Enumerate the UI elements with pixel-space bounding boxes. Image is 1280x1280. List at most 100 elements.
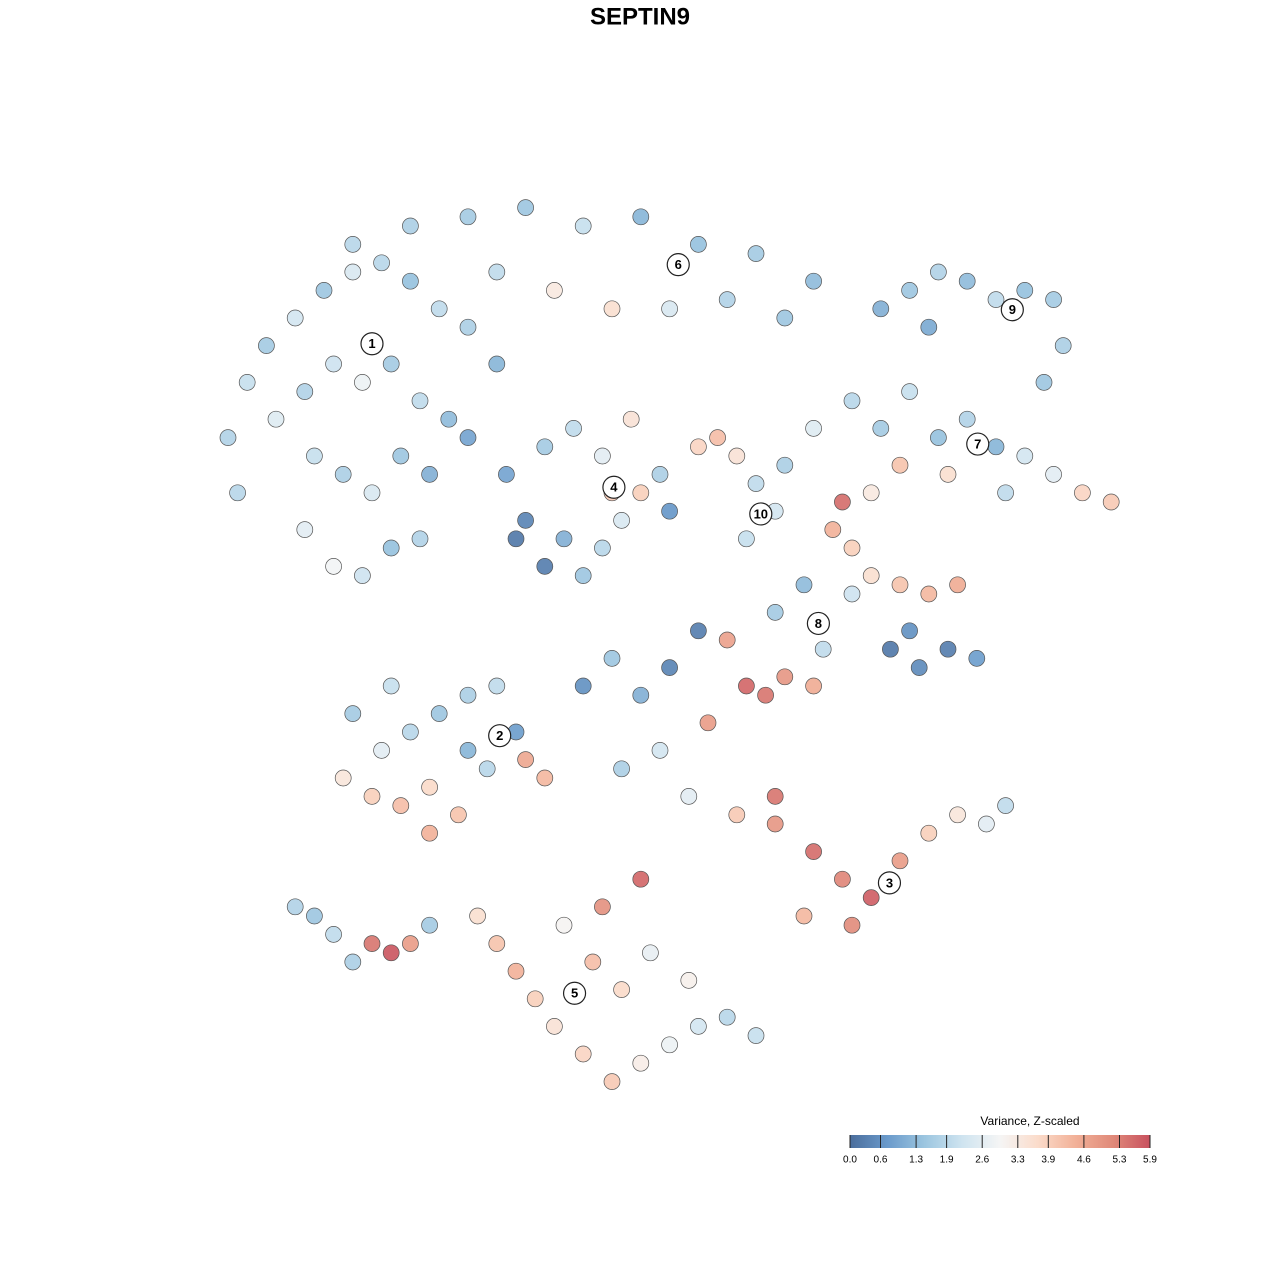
cluster-label-badge — [806, 611, 831, 636]
point — [344, 953, 362, 971]
point — [267, 410, 285, 428]
point — [363, 935, 381, 952]
point — [382, 944, 400, 962]
point — [910, 659, 928, 676]
point — [488, 677, 506, 695]
point — [478, 760, 496, 778]
chart-title: SEPTIN9 — [590, 3, 690, 30]
point — [747, 245, 765, 262]
point — [382, 355, 400, 373]
point — [987, 438, 1005, 456]
colorbar-tick-label: 5.3 — [1113, 1155, 1127, 1166]
point — [920, 318, 938, 336]
point — [1074, 484, 1091, 502]
cluster-label: 2 — [496, 728, 503, 743]
point — [872, 420, 890, 437]
point — [440, 410, 458, 428]
colorbar-tick-label: 2.6 — [975, 1155, 989, 1166]
point — [930, 263, 947, 281]
point — [651, 466, 669, 483]
colorbar-tick-label: 0.0 — [843, 1155, 857, 1166]
point — [834, 870, 851, 888]
point — [306, 907, 323, 925]
point — [258, 337, 275, 354]
point — [334, 466, 352, 483]
point — [382, 677, 400, 695]
point — [949, 806, 966, 824]
point — [805, 843, 822, 860]
point — [690, 1018, 707, 1035]
point — [536, 769, 554, 787]
cluster-label-badge — [877, 871, 902, 895]
point — [776, 456, 794, 474]
point — [613, 981, 630, 998]
point — [862, 889, 880, 906]
point — [834, 493, 851, 511]
point — [795, 907, 813, 925]
point — [459, 686, 477, 704]
point — [958, 272, 976, 290]
point — [930, 429, 947, 446]
point — [901, 383, 918, 400]
point — [459, 429, 477, 446]
point — [728, 447, 746, 465]
point — [766, 788, 784, 805]
colorbar-tick-label: 0.6 — [874, 1155, 888, 1166]
point — [430, 300, 448, 318]
point — [901, 282, 918, 299]
point — [555, 530, 573, 548]
point — [690, 236, 707, 253]
cluster-label: 3 — [886, 875, 893, 890]
point — [517, 751, 534, 768]
point — [680, 972, 698, 989]
point — [517, 199, 534, 216]
point — [805, 272, 822, 290]
point — [632, 484, 650, 502]
point — [718, 1008, 736, 1026]
point — [632, 208, 650, 226]
point — [296, 383, 314, 400]
point — [718, 291, 736, 308]
point — [382, 539, 400, 557]
point — [555, 916, 573, 934]
point — [901, 622, 918, 640]
point — [728, 806, 746, 824]
point — [862, 484, 880, 502]
point — [699, 714, 717, 732]
point — [997, 484, 1014, 502]
point — [238, 374, 256, 391]
point — [459, 208, 477, 226]
cluster-label: 7 — [974, 436, 981, 451]
point — [795, 576, 813, 594]
point — [296, 521, 314, 538]
point — [805, 677, 822, 695]
point — [709, 429, 726, 446]
point — [526, 990, 544, 1008]
colorbar-tick-label: 1.9 — [940, 1155, 954, 1166]
point — [325, 558, 342, 575]
point — [536, 558, 554, 575]
cluster-label-badge — [749, 502, 773, 526]
point — [517, 512, 534, 529]
point — [997, 797, 1014, 814]
point — [766, 604, 784, 621]
point — [421, 778, 438, 796]
point — [939, 466, 957, 483]
cluster-label: 5 — [571, 986, 578, 1001]
point — [507, 530, 525, 548]
point — [363, 484, 381, 502]
point — [747, 1027, 765, 1044]
point — [411, 530, 429, 548]
point — [334, 769, 352, 787]
point — [402, 217, 419, 235]
point — [1016, 447, 1034, 465]
point — [402, 723, 419, 741]
point — [747, 475, 765, 492]
point — [344, 263, 362, 281]
cluster-label: 4 — [610, 480, 618, 495]
point — [536, 438, 554, 456]
point — [680, 788, 698, 805]
point — [661, 659, 678, 676]
point — [344, 236, 362, 253]
point — [1045, 291, 1062, 308]
